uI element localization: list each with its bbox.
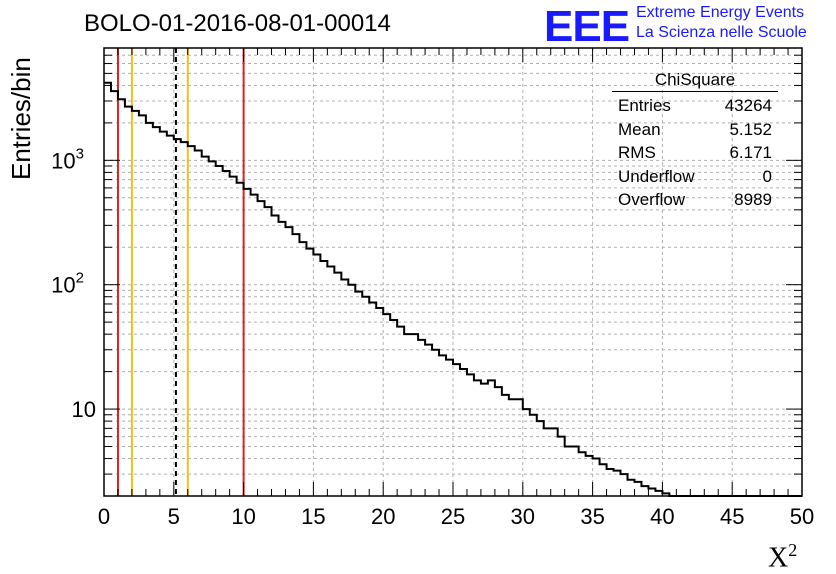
x-tick-label: 45 — [720, 504, 744, 529]
histogram-series — [104, 81, 802, 497]
eee-logo: EEE — [544, 2, 630, 51]
x-tick-label: 20 — [371, 504, 395, 529]
y-tick-label: 102 — [51, 270, 84, 298]
stats-box: ChiSquare Entries 43264 Mean 5.152 RMS 6.17… — [612, 70, 778, 212]
x-tick-label: 25 — [441, 504, 465, 529]
axes: 0 5 10 15 20 25 30 35 40 45 50 10 102 103 — [51, 47, 814, 529]
x-axis-label: X2 — [768, 540, 798, 574]
logo-line1: Extreme Energy Events — [636, 4, 805, 21]
x-tick-label: 0 — [98, 504, 110, 529]
stats-row-mean: Mean 5.152 — [618, 119, 772, 139]
chart-title: BOLO-01-2016-08-01-00014 — [84, 10, 391, 37]
x-tick-label: 5 — [168, 504, 180, 529]
x-tick-label: 10 — [231, 504, 255, 529]
logo-line2: La Scienza nelle Scuole — [636, 24, 807, 41]
grid — [104, 48, 802, 496]
stats-row-entries: Entries 43264 — [618, 96, 772, 115]
x-tick-label: 40 — [650, 504, 674, 529]
stats-row-underflow: Underflow 0 — [618, 166, 772, 186]
stats-row-overflow: Overflow 8989 — [618, 190, 772, 209]
y-tick-label: 10 — [72, 397, 96, 422]
x-tick-label: 30 — [511, 504, 535, 529]
stats-header: ChiSquare — [612, 70, 778, 92]
x-tick-label: 50 — [790, 504, 814, 529]
x-tick-label: 35 — [580, 504, 604, 529]
stats-row-rms: RMS 6.171 — [618, 143, 772, 162]
histogram-line — [104, 81, 802, 497]
y-tick-label: 103 — [51, 145, 84, 173]
y-axis-label: Entries/bin — [6, 57, 36, 180]
x-tick-label: 15 — [301, 504, 325, 529]
marker-lines — [116, 48, 245, 496]
